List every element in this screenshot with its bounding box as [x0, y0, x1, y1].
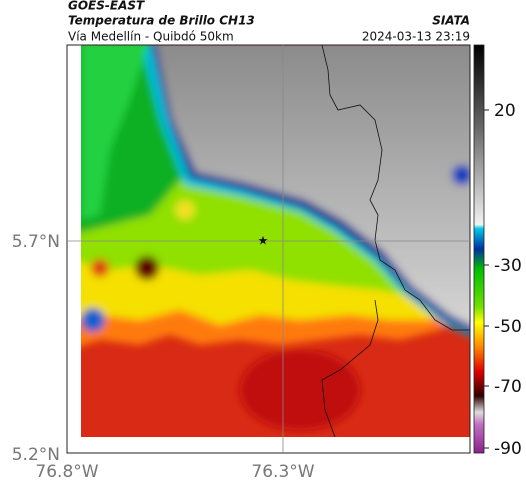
- colorbar-label: -90: [494, 439, 522, 459]
- colorbar-label: -70: [494, 377, 522, 397]
- colorbar-ticks: [484, 109, 489, 449]
- satellite-image: [81, 45, 470, 437]
- location-marker: ★: [258, 234, 269, 248]
- colorbar-label: -50: [494, 317, 522, 337]
- colorbar: [473, 44, 485, 454]
- colorbar-label: 20: [494, 101, 516, 121]
- subtitle: Temperatura de Brillo CH13: [68, 14, 255, 28]
- source: SIATA: [432, 14, 470, 28]
- lat-label: 5.7°N: [12, 232, 60, 252]
- lon-label: 76.3°W: [251, 462, 314, 482]
- datetime: 2024-03-13 23:19: [362, 30, 470, 44]
- lon-label: 76.8°W: [35, 462, 98, 482]
- colorbar-label: -30: [494, 256, 522, 276]
- title: GOES-EAST: [68, 0, 145, 13]
- lat-label: 5.2°N: [12, 445, 60, 465]
- location: Vía Medellín - Quibdó 50km: [68, 30, 234, 44]
- map-frame: [66, 44, 471, 454]
